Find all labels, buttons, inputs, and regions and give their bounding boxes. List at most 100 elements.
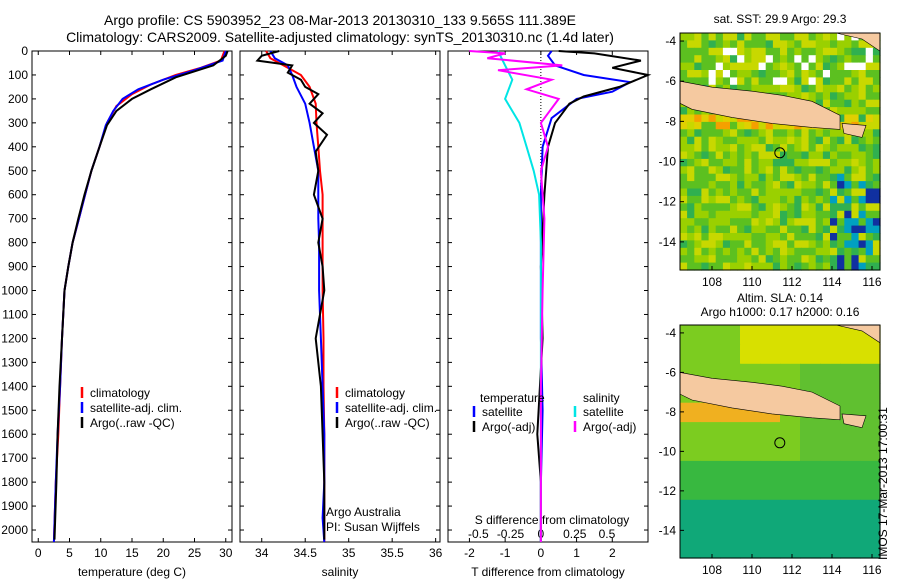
map-cell — [815, 181, 824, 190]
map-cell — [765, 210, 774, 219]
map-cell — [787, 47, 795, 56]
map-cell — [751, 203, 760, 212]
map-cell — [872, 129, 881, 138]
map-cell — [715, 114, 724, 123]
map-cell — [694, 62, 702, 71]
map-cell — [837, 70, 845, 78]
map-cell — [737, 136, 745, 145]
map-cell — [858, 173, 867, 182]
map-cell — [858, 92, 867, 101]
map-cell — [858, 158, 867, 167]
map-cell — [737, 70, 745, 78]
map-cell — [801, 33, 810, 41]
map-cell — [851, 92, 860, 101]
map-cell — [765, 195, 774, 204]
map-cell — [751, 84, 760, 93]
map-cell — [744, 151, 752, 160]
x-tick-label: 5 — [66, 546, 73, 560]
legend-label: Argo(..raw -QC) — [345, 416, 430, 430]
map-cell — [772, 62, 781, 71]
map-cell — [715, 233, 724, 241]
map-cell — [787, 188, 795, 197]
map-cell — [758, 84, 767, 93]
map-cell — [808, 151, 817, 160]
depth-tick-label: 1400 — [1, 379, 28, 393]
map-cell — [694, 107, 702, 116]
map-cell — [680, 499, 701, 520]
series-line-salinity-satellite — [497, 50, 542, 542]
map-cell — [820, 519, 841, 540]
x-tick-label: 0 — [35, 546, 42, 560]
map-cell — [865, 55, 874, 64]
depth-tick-label: 1600 — [1, 427, 28, 441]
legend-label: satellite — [482, 405, 523, 419]
map-cell — [772, 225, 781, 234]
map-cell — [687, 225, 695, 234]
map-cell — [758, 121, 767, 130]
map-cell — [860, 460, 881, 481]
map-cell — [701, 247, 710, 256]
map-cell — [801, 218, 810, 227]
map-cell — [765, 129, 774, 138]
map-cell — [730, 40, 738, 49]
map-cell — [822, 92, 831, 101]
map-cell — [740, 519, 761, 540]
map-cell — [760, 422, 781, 443]
map-cell — [680, 151, 688, 160]
map-cell — [680, 325, 701, 345]
map-subtitle: Argo h1000: 0.17 h2000: 0.16 — [701, 305, 860, 319]
map-cell — [801, 158, 810, 167]
map-cell — [794, 92, 802, 101]
map-cell — [808, 195, 817, 204]
map-cell — [708, 55, 717, 64]
map-cell — [701, 225, 710, 234]
map-cell — [715, 240, 724, 249]
map-cell — [730, 121, 738, 130]
map-cell — [851, 203, 860, 212]
map-y-tick-label: -4 — [665, 34, 676, 48]
map-cell — [722, 166, 731, 175]
map-cell — [760, 344, 781, 365]
map-cell — [772, 47, 781, 56]
map-cell — [830, 218, 838, 227]
map-cell — [865, 218, 874, 227]
map-y-tick-label: -6 — [665, 74, 676, 88]
map-cell — [808, 218, 817, 227]
map-cell — [787, 77, 795, 86]
map-cell — [800, 422, 821, 443]
map-cell — [822, 181, 831, 190]
map-cell — [801, 92, 810, 101]
legend-label: satellite-adj. clim. — [345, 401, 437, 415]
x-tick-label: 20 — [157, 546, 171, 560]
map-cell — [758, 40, 767, 49]
map-cell — [794, 247, 802, 256]
map-cell — [820, 538, 841, 559]
map-cell — [830, 40, 838, 49]
map-cell — [708, 188, 717, 197]
map-cell — [708, 47, 717, 56]
map-cell — [680, 262, 688, 271]
map-cell — [722, 121, 731, 130]
depth-tick-label: 1100 — [2, 307, 28, 321]
map-cell — [820, 441, 841, 462]
map-cell — [858, 247, 867, 256]
map-cell — [680, 225, 688, 234]
map-cell — [865, 181, 874, 190]
legend-label: Argo(..raw -QC) — [90, 416, 175, 430]
map-cell — [765, 121, 774, 130]
map-cell — [772, 240, 781, 249]
map-cell — [787, 166, 795, 175]
map-cell — [751, 181, 760, 190]
map-cell — [860, 480, 881, 501]
map-cell — [687, 218, 695, 227]
map-cell — [800, 480, 821, 501]
map-cell — [744, 233, 752, 241]
map-cell — [720, 519, 741, 540]
map-cell — [730, 70, 738, 78]
salinity-diff-tick-label: 0.5 — [599, 527, 616, 541]
map-cell — [737, 225, 745, 234]
map-cell — [822, 99, 831, 108]
map-cell — [744, 121, 752, 130]
map-cell — [844, 107, 852, 116]
map-cell — [694, 47, 702, 56]
